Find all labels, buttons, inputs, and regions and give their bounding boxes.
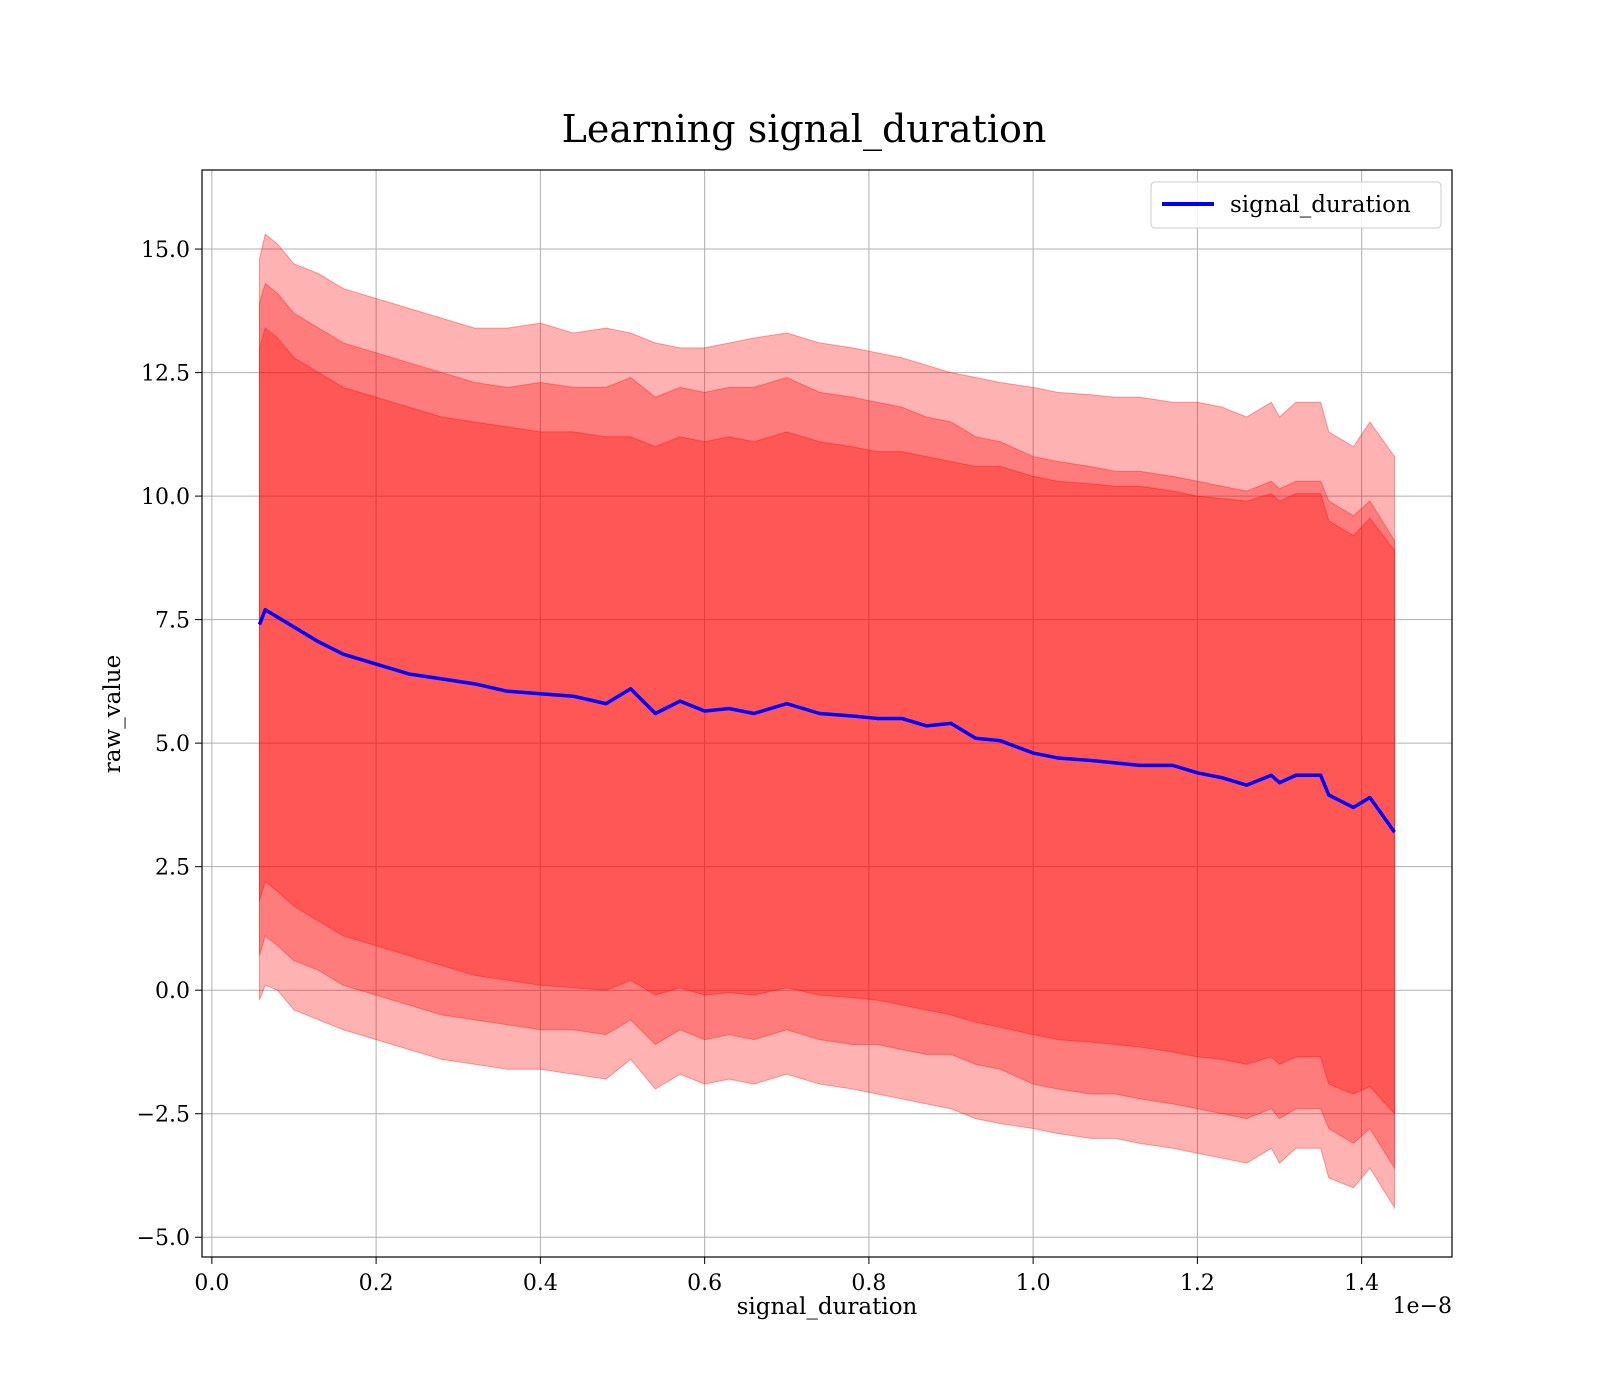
- y-tick-label: 12.5: [141, 362, 190, 387]
- y-tick-label: −5.0: [137, 1226, 190, 1251]
- chart-title: Learning signal_duration: [562, 107, 1047, 152]
- grid: [202, 170, 1452, 1257]
- y-axis-label: raw_value: [100, 655, 126, 773]
- y-tick-label: 2.5: [155, 856, 190, 881]
- series-line-signal-duration: [257, 607, 1396, 834]
- x-tick-label: 0.8: [851, 1271, 886, 1296]
- y-tick-label: −2.5: [137, 1103, 190, 1128]
- x-tick-label: 0.4: [523, 1271, 558, 1296]
- x-axis-label: signal_duration: [737, 1294, 918, 1320]
- plot-frame: [201, 169, 1453, 1258]
- y-ticks: −5.0 −2.5 0.0 2.5 5.0 7.5 10.0 12.5 15.0: [137, 238, 202, 1251]
- bands: [258, 233, 1396, 1210]
- confidence-band: [258, 233, 1396, 1210]
- y-tick-label: 0.0: [155, 979, 190, 1004]
- legend: signal_duration: [1150, 181, 1442, 229]
- y-tick-label: 15.0: [141, 238, 190, 263]
- confidence-band: [258, 282, 1396, 1170]
- confidence-band: [258, 327, 1396, 1116]
- y-tick-label: 7.5: [155, 609, 190, 634]
- x-tick-label: 0.0: [194, 1271, 229, 1296]
- x-offset-text: 1e−8: [1393, 1294, 1452, 1319]
- x-tick-label: 0.6: [687, 1271, 722, 1296]
- x-tick-label: 1.0: [1016, 1271, 1051, 1296]
- legend-box: [1150, 181, 1442, 229]
- x-tick-label: 0.2: [359, 1271, 394, 1296]
- x-tick-label: 1.4: [1344, 1271, 1379, 1296]
- y-tick-label: 5.0: [155, 732, 190, 757]
- x-tick-label: 1.2: [1180, 1271, 1215, 1296]
- legend-label: signal_duration: [1230, 192, 1411, 218]
- lines: [257, 607, 1396, 834]
- x-ticks: 0.0 0.2 0.4 0.6 0.8 1.0 1.2 1.4: [194, 1257, 1379, 1296]
- y-tick-label: 10.0: [141, 485, 190, 510]
